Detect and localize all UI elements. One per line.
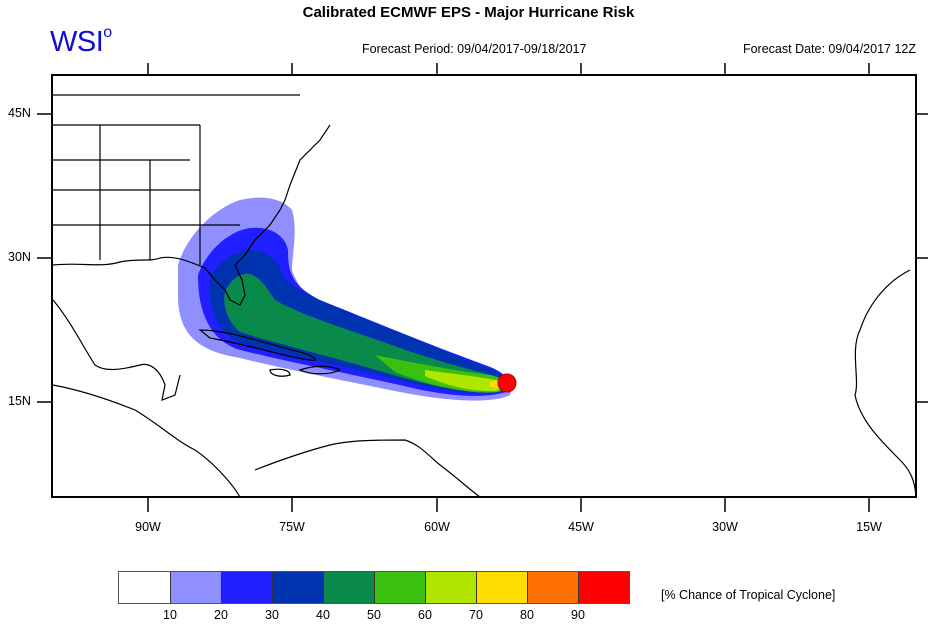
colorbar-tick: 20 [214,608,228,622]
colorbar-tick: 80 [520,608,534,622]
probability-shading [178,197,517,401]
colorbar-tick: 50 [367,608,381,622]
colorbar-tick: 70 [469,608,483,622]
colorbar-swatch [425,572,476,603]
colorbar-tick: 60 [418,608,432,622]
x-axis-label: 15W [856,520,882,534]
forecast-period: Forecast Period: 09/04/2017-09/18/2017 [362,42,587,56]
colorbar-swatch [119,572,170,603]
x-axis-label: 60W [424,520,450,534]
logo-mark: o [103,24,112,41]
colorbar-tick: 40 [316,608,330,622]
colorbar-swatch [527,572,578,603]
wsi-logo: WSIo [50,24,112,59]
x-axis-label: 75W [279,520,305,534]
chart-title: Calibrated ECMWF EPS - Major Hurricane R… [302,4,635,21]
colorbar-swatch [170,572,221,603]
colorbar-swatch [272,572,323,603]
colorbar-swatch [374,572,425,603]
map-frame [51,74,917,498]
y-axis-label: 30N [8,250,31,264]
colorbar [118,571,630,604]
y-axis-label: 45N [8,106,31,120]
coastlines [52,94,917,498]
colorbar-swatch [323,572,374,603]
colorbar-units: [% Chance of Tropical Cyclone] [661,588,836,602]
logo-text: WSI [50,26,104,58]
colorbar-swatch [221,572,272,603]
x-axis-label: 30W [712,520,738,534]
y-axis-label: 15N [8,394,31,408]
colorbar-swatch [476,572,527,603]
colorbar-tick: 90 [571,608,585,622]
x-axis-label: 90W [135,520,161,534]
storm-center [497,373,517,393]
colorbar-tick: 30 [265,608,279,622]
colorbar-tick: 10 [163,608,177,622]
x-axis-label: 45W [568,520,594,534]
forecast-date: Forecast Date: 09/04/2017 12Z [742,42,916,56]
colorbar-swatch [578,572,629,603]
axis-ticks [37,63,928,512]
